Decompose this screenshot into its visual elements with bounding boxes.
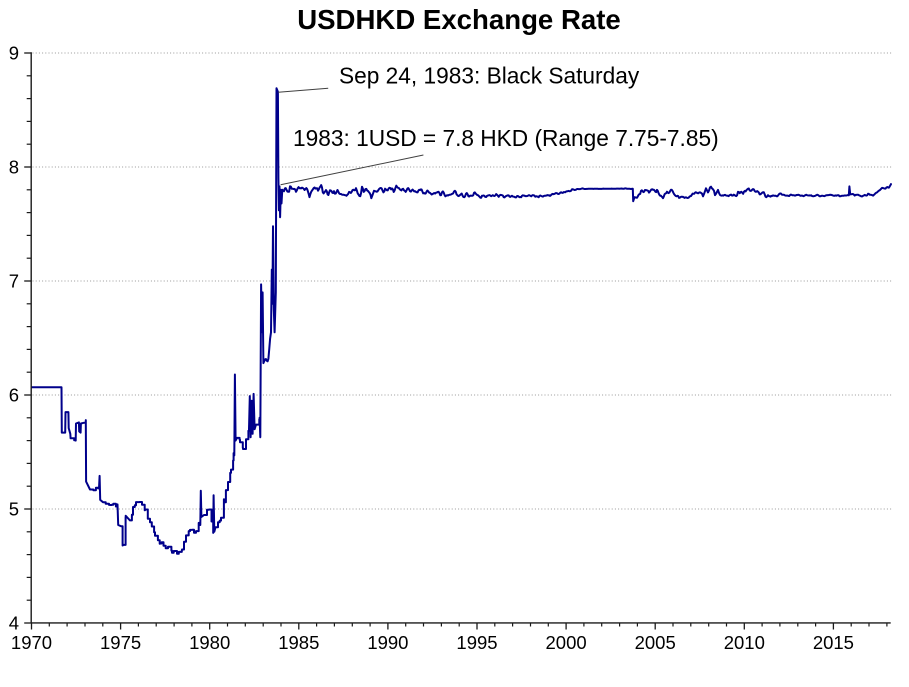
svg-text:USDHKD Exchange Rate: USDHKD Exchange Rate: [297, 4, 621, 35]
svg-text:1970: 1970: [11, 632, 52, 653]
svg-text:2010: 2010: [724, 632, 765, 653]
svg-text:1990: 1990: [367, 632, 408, 653]
svg-text:4: 4: [9, 613, 19, 634]
svg-text:2000: 2000: [546, 632, 587, 653]
svg-text:1983: 1USD = 7.8 HKD (Range 7.: 1983: 1USD = 7.8 HKD (Range 7.75-7.85): [293, 125, 719, 151]
svg-text:9: 9: [9, 43, 19, 64]
svg-text:6: 6: [9, 385, 19, 406]
svg-text:2005: 2005: [635, 632, 676, 653]
svg-text:1995: 1995: [456, 632, 497, 653]
svg-text:1985: 1985: [278, 632, 319, 653]
svg-text:5: 5: [9, 499, 19, 520]
svg-text:8: 8: [9, 157, 19, 178]
svg-text:1980: 1980: [189, 632, 230, 653]
svg-text:1975: 1975: [100, 632, 141, 653]
svg-text:Sep 24, 1983: Black Saturday: Sep 24, 1983: Black Saturday: [339, 63, 640, 89]
svg-text:7: 7: [9, 271, 19, 292]
svg-text:2015: 2015: [813, 632, 854, 653]
